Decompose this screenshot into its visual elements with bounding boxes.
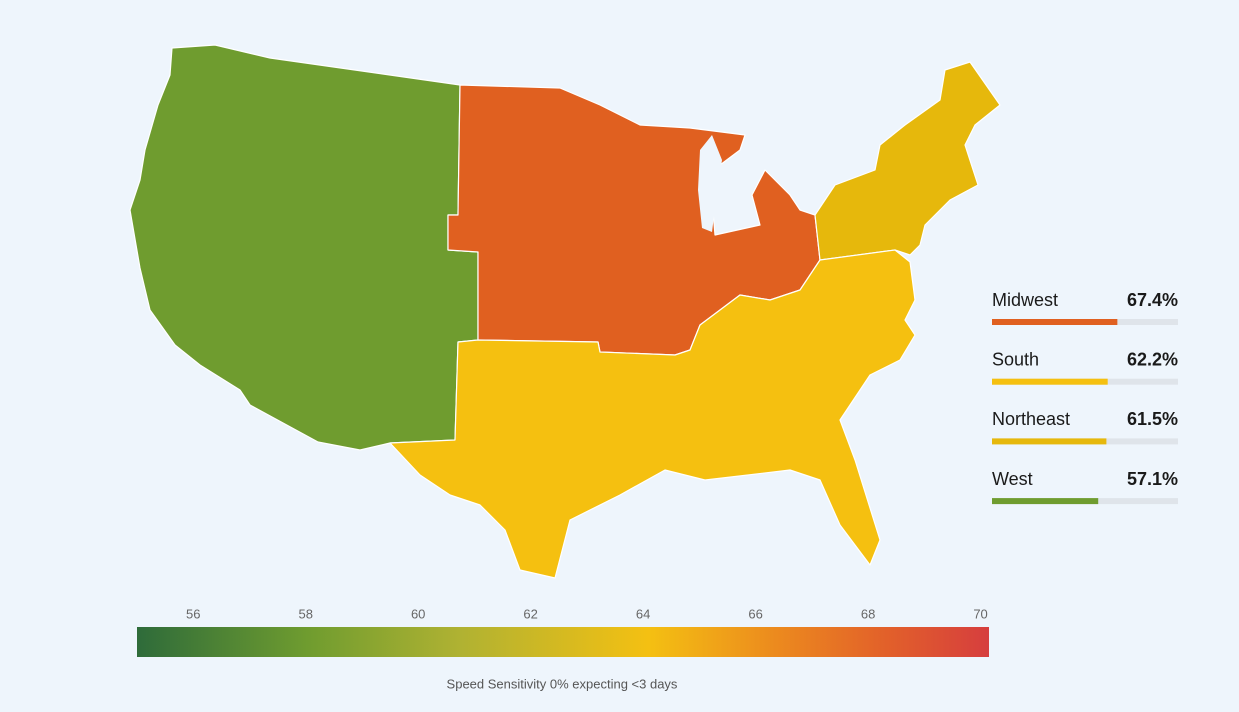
scale-title: Speed Sensitivity 0% expecting <3 days	[447, 676, 678, 691]
bar	[992, 319, 1118, 325]
scale-tick-label: 68	[861, 606, 875, 621]
region-south	[389, 249, 916, 579]
scale-tick-label: 62	[523, 606, 537, 621]
legend-value: 61.5%	[1127, 409, 1178, 429]
bar	[992, 498, 1099, 505]
scale-tick-label: 64	[636, 606, 650, 621]
legend-label: Midwest	[992, 290, 1058, 310]
scale-tick-label: 56	[186, 606, 200, 621]
legend-label: West	[992, 469, 1033, 489]
legend: Midwest 67.4% South 62.2% Northeast 61.5% West…	[992, 290, 1178, 505]
bar	[992, 378, 1108, 385]
scale-tick-label: 60	[411, 606, 425, 621]
map	[129, 44, 1001, 579]
scale-tick-label: 66	[748, 606, 762, 621]
legend-value: 57.1%	[1127, 469, 1178, 489]
legend-label: Northeast	[992, 409, 1070, 429]
lake	[698, 135, 722, 232]
legend-value: 67.4%	[1127, 290, 1178, 310]
bar	[992, 438, 1107, 445]
color-scale	[137, 627, 989, 657]
scale-tick-label: 58	[298, 606, 312, 621]
legend-value: 62.2%	[1127, 349, 1178, 369]
region-northeast	[814, 61, 1001, 261]
legend-label: South	[992, 349, 1039, 369]
scale-tick-label: 70	[973, 606, 987, 621]
